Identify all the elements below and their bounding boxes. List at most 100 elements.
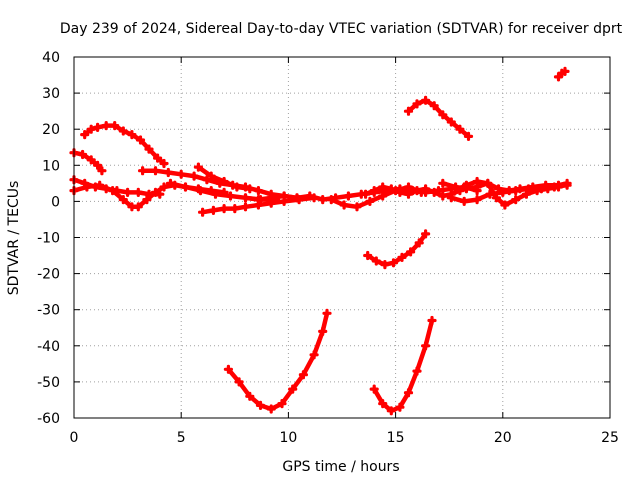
series-point-arc-09 xyxy=(253,195,263,205)
series-point-arc-16 xyxy=(438,178,448,188)
series-point-arc-14 xyxy=(298,370,308,380)
y-tick-label: -60 xyxy=(37,411,60,427)
axis-ticks xyxy=(73,56,611,419)
series-point-arc-17 xyxy=(472,195,482,205)
series-point-arc-08 xyxy=(193,162,203,172)
series-point-arc-14 xyxy=(266,404,276,414)
x-axis-label: GPS time / hours xyxy=(282,459,399,475)
y-tick-label: -10 xyxy=(37,231,60,247)
series-point-arc-12 xyxy=(463,131,474,141)
series-point-arc-01 xyxy=(78,149,88,160)
series-point-arc-07 xyxy=(198,207,208,217)
series-point-arc-10 xyxy=(326,195,336,205)
series-point-arc-11 xyxy=(429,187,439,197)
series-point-arc-08 xyxy=(206,171,216,181)
series-point-arc-17 xyxy=(446,193,456,203)
series-point-arc-18 xyxy=(511,195,521,205)
series-point-arc-18 xyxy=(483,178,493,188)
series-point-arc-02 xyxy=(135,135,146,145)
series-point-arc-17 xyxy=(498,187,508,197)
series-line-arc-07 xyxy=(200,195,317,215)
series-point-arc-15 xyxy=(412,366,422,376)
series-point-arc-13 xyxy=(414,238,424,248)
y-tick-label: 10 xyxy=(42,158,60,174)
series-point-arc-18 xyxy=(500,200,510,210)
series-point-arc-15 xyxy=(386,406,396,416)
series-point-arc-09 xyxy=(279,191,289,201)
series-point-arc-15 xyxy=(421,341,431,351)
series-point-arc-14 xyxy=(234,377,244,387)
series-point-arc-15 xyxy=(427,315,437,326)
series-point-arc-06 xyxy=(195,186,206,196)
series-point-arc-19 xyxy=(560,66,570,76)
series-point-arc-16 xyxy=(451,182,461,192)
series-point-arc-04 xyxy=(95,180,105,190)
series-point-arc-10 xyxy=(352,202,362,212)
series-point-arc-11 xyxy=(378,182,388,192)
series-point-arc-02 xyxy=(101,121,111,131)
series-point-arc-10 xyxy=(365,196,375,206)
series-point-arc-04 xyxy=(142,195,152,205)
y-tick-label: -30 xyxy=(37,303,60,319)
series-point-arc-14 xyxy=(288,384,298,394)
series-point-arc-05 xyxy=(202,175,212,185)
series-point-arc-15 xyxy=(403,388,414,398)
series-point-arc-02 xyxy=(144,144,154,154)
series-point-arc-12 xyxy=(438,110,448,120)
series-point-arc-02 xyxy=(153,153,163,163)
series-point-arc-13 xyxy=(406,247,416,257)
series-point-arc-18 xyxy=(532,186,542,196)
series-point-arc-05 xyxy=(253,186,263,196)
y-axis-label: SDTVAR / TECUs xyxy=(6,181,22,296)
x-tick-label: 25 xyxy=(601,430,619,446)
series-point-arc-04 xyxy=(133,202,143,212)
x-tick-label: 20 xyxy=(494,430,512,446)
series-point-arc-06 xyxy=(225,191,236,201)
y-tick-label: -50 xyxy=(37,375,60,391)
series-point-arc-15 xyxy=(395,402,405,412)
y-tick-label: 30 xyxy=(42,86,60,102)
y-tick-label: -40 xyxy=(37,339,60,355)
series-point-arc-11 xyxy=(438,191,448,201)
series-point-arc-09 xyxy=(266,193,276,203)
series-point-arc-01 xyxy=(93,160,103,170)
series-point-arc-02 xyxy=(93,122,103,132)
series-point-arc-17 xyxy=(523,184,534,194)
series-point-arc-11 xyxy=(386,184,396,194)
y-tick-labels: -60 -50 -40 -30 -20 -10 0 10 20 30 40 xyxy=(37,50,60,427)
series-point-arc-09 xyxy=(305,191,315,201)
series-point-arc-02 xyxy=(127,130,137,140)
series-point-arc-06 xyxy=(165,178,176,188)
series-point-arc-13 xyxy=(397,252,407,262)
series-point-arc-09 xyxy=(240,193,251,203)
series-point-arc-06 xyxy=(180,182,191,192)
series-point-arc-06 xyxy=(210,189,221,199)
series-line-arc-18 xyxy=(464,179,561,208)
series-point-arc-01 xyxy=(97,166,107,176)
x-tick-label: 15 xyxy=(387,430,405,446)
series-point-arc-18 xyxy=(461,180,471,190)
series-point-arc-05 xyxy=(163,167,173,178)
series-point-arc-13 xyxy=(421,229,431,239)
series-point-arc-14 xyxy=(318,326,328,336)
series-point-arc-04 xyxy=(118,195,128,205)
series-point-arc-11 xyxy=(412,186,422,196)
series-point-arc-11 xyxy=(403,189,414,199)
series-point-arc-07 xyxy=(230,204,240,214)
series-point-arc-18 xyxy=(553,182,564,192)
series-point-arc-12 xyxy=(455,124,465,134)
series-point-arc-14 xyxy=(322,308,332,318)
series-point-arc-13 xyxy=(380,260,390,270)
series-point-arc-05 xyxy=(138,166,148,176)
series-point-arc-05 xyxy=(176,169,186,179)
series-point-arc-09 xyxy=(292,193,302,203)
series-point-arc-11 xyxy=(369,186,379,196)
x-tick-label: 5 xyxy=(177,430,186,446)
series-point-arc-12 xyxy=(429,101,439,111)
series-point-arc-13 xyxy=(371,256,381,266)
series-point-arc-10 xyxy=(378,191,388,201)
data-series xyxy=(69,66,572,416)
series-point-arc-08 xyxy=(232,182,242,192)
